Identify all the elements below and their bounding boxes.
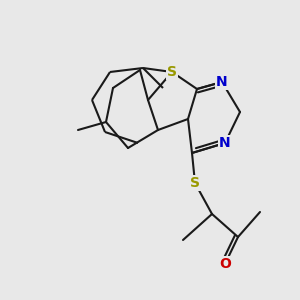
Text: N: N [216,75,228,89]
Text: S: S [167,65,177,79]
Text: N: N [219,136,231,150]
Text: O: O [219,257,231,271]
Text: S: S [190,176,200,190]
